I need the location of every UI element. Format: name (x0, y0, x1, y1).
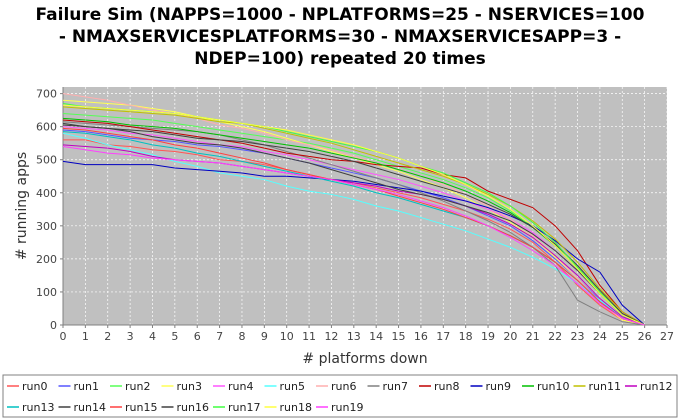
series-line-run1 (62, 129, 645, 326)
x-tick-label: 26 (638, 330, 652, 343)
y-tick-label: 200 (36, 253, 57, 266)
y-tick-label: 600 (36, 121, 57, 134)
series-line-run11 (62, 106, 645, 326)
x-tick-label: 14 (369, 330, 383, 343)
y-tick-label: 300 (36, 220, 57, 233)
legend-label-run9: run9 (486, 380, 511, 393)
x-tick-label: 9 (261, 330, 268, 343)
legend-label-run14: run14 (74, 401, 106, 414)
x-tick-label: 18 (459, 330, 473, 343)
chart-title-line: NDEP=100) repeated 20 times (194, 49, 486, 69)
legend-label-run7: run7 (383, 380, 408, 393)
legend-label-run11: run11 (589, 380, 621, 393)
x-tick-label: 4 (149, 330, 156, 343)
legend-items: run0 run1 run2 run3 run4 run5 run6 run7 run8 run9… (7, 380, 672, 414)
legend-label-run15: run15 (125, 401, 157, 414)
legend-label-run4: run4 (228, 380, 253, 393)
legend-label-run3: run3 (177, 380, 202, 393)
legend-label-run2: run2 (125, 380, 150, 393)
legend-label-run5: run5 (280, 380, 305, 393)
legend-label-run10: run10 (537, 380, 569, 393)
legend-label-run18: run18 (280, 401, 312, 414)
legend-label-run12: run12 (640, 380, 672, 393)
plot-area (63, 87, 667, 325)
y-tick-label: 700 (36, 88, 57, 101)
x-tick-label: 12 (324, 330, 338, 343)
x-tick-label: 22 (548, 330, 562, 343)
series-line-run7 (62, 121, 645, 326)
legend-label-run8: run8 (434, 380, 459, 393)
series-line-run19 (62, 146, 645, 326)
x-tick-label: 5 (171, 330, 178, 343)
y-tick-label: 100 (36, 286, 57, 299)
x-tick-label: 0 (60, 330, 67, 343)
series-line-run18 (62, 104, 645, 326)
legend-label-run13: run13 (22, 401, 54, 414)
series-line-run16 (62, 122, 645, 326)
series-line-run5 (62, 132, 645, 326)
legend-label-run0: run0 (22, 380, 47, 393)
series-lines (62, 93, 645, 326)
x-axis-label: # platforms down (302, 351, 427, 367)
chart-title-line: Failure Sim (NAPPS=1000 - NPLATFORMS=25 … (36, 5, 645, 25)
y-tick-label: 0 (50, 319, 57, 332)
x-tick-label: 27 (660, 330, 674, 343)
x-tick-label: 3 (127, 330, 134, 343)
x-tick-label: 2 (104, 330, 111, 343)
legend-label-run6: run6 (331, 380, 356, 393)
legend-label-run19: run19 (331, 401, 363, 414)
x-tick-label: 1 (82, 330, 89, 343)
x-tick-label: 15 (392, 330, 406, 343)
y-tick-label: 500 (36, 154, 57, 167)
legend-label-run16: run16 (177, 401, 209, 414)
x-tick-label: 6 (194, 330, 201, 343)
x-tick-label: 20 (503, 330, 517, 343)
x-tick-label: 8 (238, 330, 245, 343)
x-tick-label: 13 (347, 330, 361, 343)
y-axis-label: # running apps (14, 152, 30, 260)
x-tick-label: 25 (615, 330, 629, 343)
legend (2, 374, 678, 418)
chart-title: Failure Sim (NAPPS=1000 - NPLATFORMS=25 … (36, 5, 645, 69)
chart-title-line: - NMAXSERVICESPLATFORMS=30 - NMAXSERVICE… (59, 27, 621, 47)
x-tick-label: 21 (526, 330, 540, 343)
x-tick-label: 16 (414, 330, 428, 343)
x-tick-label: 24 (593, 330, 607, 343)
x-tick-label: 17 (436, 330, 450, 343)
y-tick-label: 400 (36, 187, 57, 200)
x-tick-label: 7 (216, 330, 223, 343)
x-tick-label: 10 (280, 330, 294, 343)
x-tick-label: 23 (571, 330, 585, 343)
legend-label-run17: run17 (228, 401, 260, 414)
x-tick-label: 19 (481, 330, 495, 343)
series-line-run12 (62, 144, 645, 326)
legend-label-run1: run1 (74, 380, 99, 393)
x-tick-label: 11 (302, 330, 316, 343)
